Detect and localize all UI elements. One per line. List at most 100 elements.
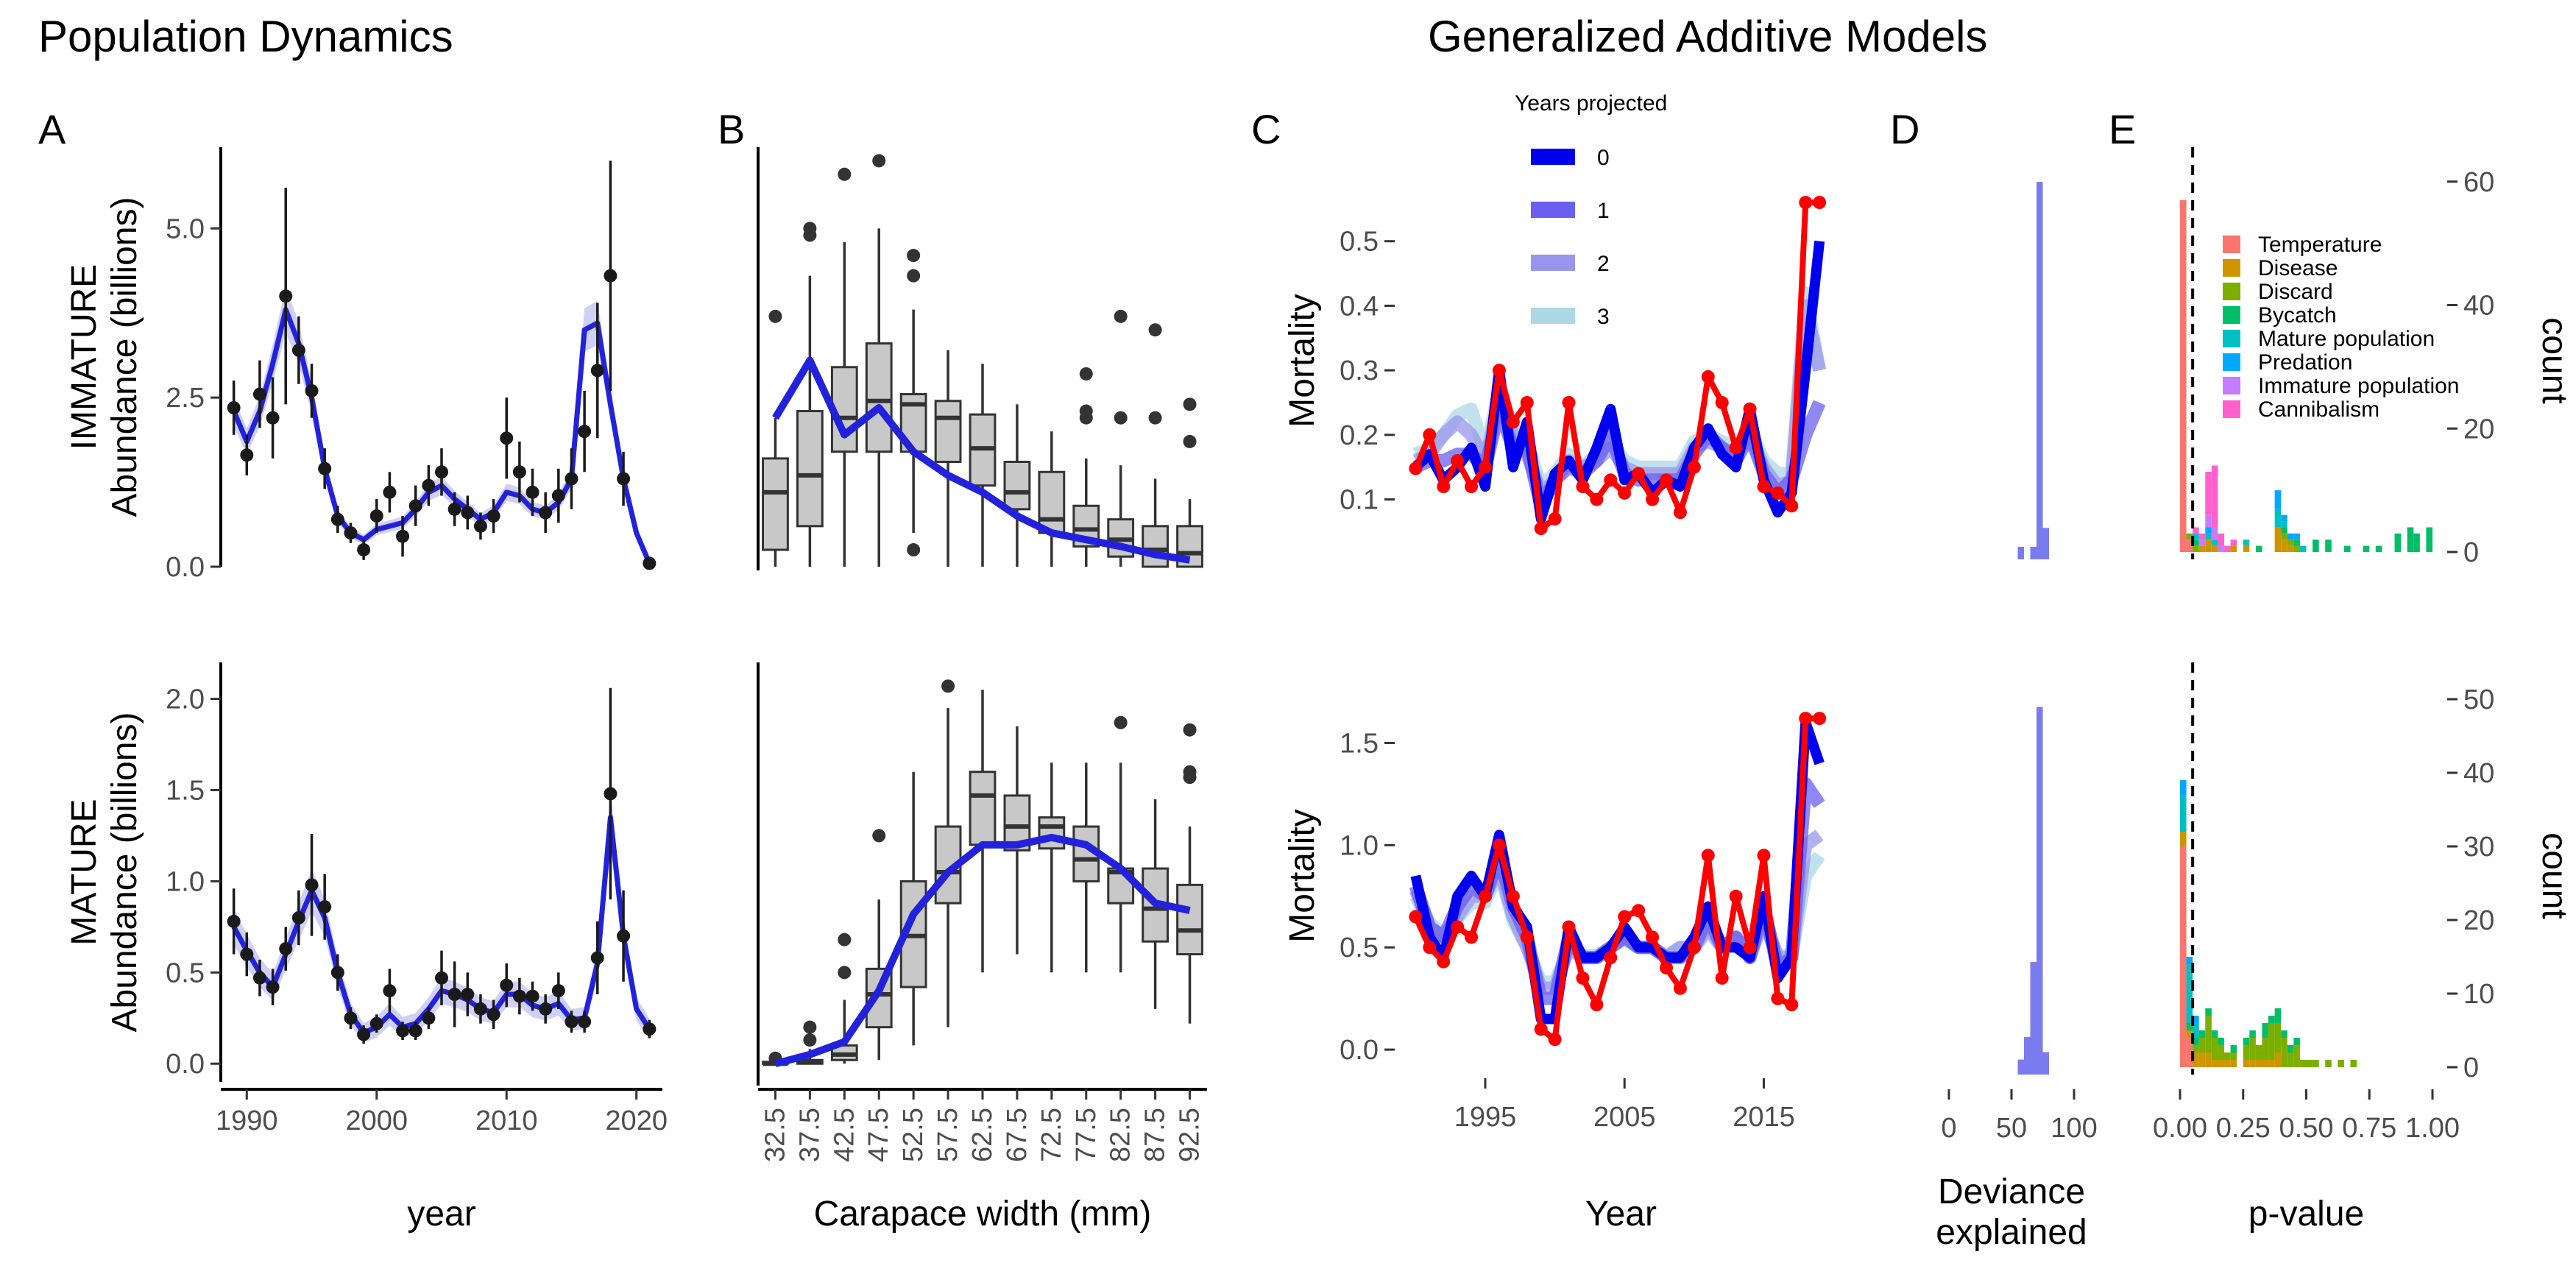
e-histogram-segment [2193,1038,2199,1045]
c-y-tick-label: 0.0 [1340,1035,1379,1066]
e-histogram-segment [2407,527,2414,552]
c-observed-point [1437,480,1451,494]
title-generalized-additive-models: Generalized Additive Models [1428,12,1987,61]
a-data-point [344,1011,358,1025]
b-trend-line [772,356,1191,564]
c-observed-point [1729,441,1743,455]
e-histogram-segment [2193,539,2199,546]
e-legend-swatch [2223,377,2240,394]
c-observed-point [1465,930,1479,944]
d-histogram-bar [2037,182,2043,559]
e-histogram-segment [2299,1060,2307,1067]
a-y-tick-label: 5.0 [166,213,205,244]
a-data-point [617,472,631,486]
c-observed-point [1576,480,1590,494]
b-outlier [872,829,886,843]
b-outlier [941,679,955,693]
e-histogram-segment [2363,545,2370,552]
a-data-point [383,485,397,499]
a-data-point [240,947,254,961]
e-histogram-segment [2211,545,2218,552]
b-outlier [1079,367,1093,381]
a-data-point [422,1011,436,1025]
a-y-axis-title-line: Abundance (billions) [105,197,144,517]
b-trend-line [774,833,1191,1068]
c-observed-point [1632,904,1646,918]
a-data-point [369,509,383,523]
e-y-tick-label: 40 [2463,291,2494,322]
c-legend-label: 3 [1597,305,1610,329]
e-histogram-segment [2306,1060,2313,1067]
e-histogram-segment [2394,533,2402,552]
e-histogram-segment [2274,509,2282,528]
a-data-point [279,289,293,303]
d-histogram-bar [2042,1052,2049,1075]
a-data-point [435,465,448,479]
b-x-tick-label: 37.5 [794,1108,825,1162]
b-outlier [803,222,817,236]
e-histogram-segment [2180,199,2187,552]
e-histogram-segment [2293,545,2300,552]
a-y-tick-label: 1.0 [166,866,205,897]
c-observed-point [1618,486,1632,500]
b-outlier [803,1033,817,1047]
e-histogram-segment [2255,545,2262,552]
a-data-point [512,465,526,479]
c-observed-point [1729,889,1743,903]
a-data-point [422,478,436,492]
c-observed-point [1590,492,1604,506]
a-data-point [643,556,657,570]
e-histogram-segment [2255,1045,2262,1060]
c-observed-point [1618,910,1632,924]
c-observed-point [1534,1022,1548,1036]
b-outlier [1183,397,1197,411]
c-y-axis-title: Mortality [1283,809,1322,942]
b-box [1142,525,1170,568]
e-histogram-segment [2198,545,2206,552]
b-box [762,457,789,551]
a-data-point [604,787,618,801]
c-observed-point [1687,460,1701,474]
a-x-tick-label: 2010 [475,1105,538,1136]
e-histogram-segment [2205,527,2212,534]
c-x-tick-label: 2015 [1733,1102,1795,1133]
e-histogram-segment [2205,533,2212,540]
e-histogram-segment [2281,521,2287,528]
d-histogram-bar [2030,962,2037,1075]
e-histogram-segment [2338,1060,2344,1067]
a-data-point [305,383,319,397]
e-histogram-segment [2243,1045,2250,1060]
b-outlier [907,269,921,283]
b-x-tick-label: 62.5 [967,1108,998,1162]
e-x-axis-title: p-value [2248,1195,2364,1234]
c-observed-line [1412,715,1820,1043]
a-data-point [279,942,293,956]
e-y-tick-label: 20 [2463,905,2494,936]
e-histogram-segment [2180,795,2187,832]
e-histogram-segment [2281,539,2287,552]
a-data-point [539,506,553,520]
c-legend-label: 1 [1597,199,1610,223]
e-histogram-segment [2193,545,2199,552]
a-data-point [305,878,319,892]
e-histogram-segment [2186,1030,2193,1038]
a-data-point [435,971,448,985]
e-histogram-segment [2375,545,2382,552]
e-histogram-segment [2287,539,2294,546]
c-observed-point [1660,473,1673,487]
a-data-point [578,425,592,439]
c-observed-point [1813,196,1827,210]
e-histogram-segment [2211,1060,2218,1067]
c-observed-point [1423,941,1437,955]
e-legend-swatch [2223,306,2240,324]
c-observed-point [1771,486,1785,500]
a-y-axis-title-line: MATURE [65,799,104,945]
a-data-point [565,1015,578,1029]
e-histogram-segment [2180,846,2187,1067]
e-histogram-segment [2293,533,2300,540]
c-observed-point [1548,512,1562,526]
a-x-tick-label: 2020 [605,1105,668,1136]
b-x-tick-label: 77.5 [1071,1108,1102,1162]
e-histogram-segment [2243,539,2250,546]
d-histogram-bar [2017,546,2024,559]
